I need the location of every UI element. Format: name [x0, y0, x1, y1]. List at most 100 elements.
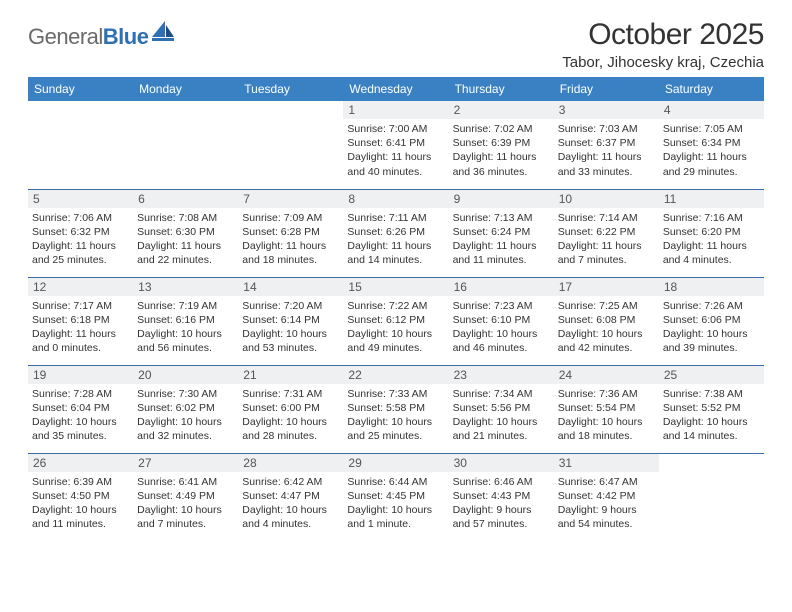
calendar-day-cell: 4 Sunrise: 7:05 AMSunset: 6:34 PMDaylight…	[659, 101, 764, 189]
calendar-day-cell: 15 Sunrise: 7:22 AMSunset: 6:12 PMDayligh…	[343, 277, 448, 365]
calendar-day-cell: 22Sunrise: 7:33 AMSunset: 5:58 PMDayligh…	[343, 365, 448, 453]
calendar-day-cell: 24 Sunrise: 7:36 AMSunset: 5:54 PMDayligh…	[554, 365, 659, 453]
logo-text-gray: General	[28, 24, 103, 49]
day-details: Sunrise: 7:09 AMSunset: 6:28 PMDaylight:…	[242, 211, 339, 268]
day-details: Sunrise: 7:31 AMSunset: 6:00 PMDaylight:…	[242, 387, 339, 444]
calendar-day-cell: 11 Sunrise: 7:16 AMSunset: 6:20 PMDayligh…	[659, 189, 764, 277]
day-number: 23	[449, 366, 554, 384]
weekday-header: Monday	[133, 77, 238, 101]
calendar-day-cell	[28, 101, 133, 189]
day-number: 11	[659, 190, 764, 208]
calendar-week-row: 12Sunrise: 7:17 AMSunset: 6:18 PMDayligh…	[28, 277, 764, 365]
day-details: Sunrise: 7:36 AMSunset: 5:54 PMDaylight:…	[558, 387, 655, 444]
day-details: Sunrise: 7:08 AMSunset: 6:30 PMDaylight:…	[137, 211, 234, 268]
logo-sail-icon	[152, 21, 174, 46]
calendar-day-cell: 21Sunrise: 7:31 AMSunset: 6:00 PMDayligh…	[238, 365, 343, 453]
calendar-body: 1 Sunrise: 7:00 AMSunset: 6:41 PMDaylight…	[28, 101, 764, 541]
day-details: Sunrise: 7:00 AMSunset: 6:41 PMDaylight:…	[347, 122, 444, 179]
day-details: Sunrise: 7:06 AMSunset: 6:32 PMDaylight:…	[32, 211, 129, 268]
weekday-header: Saturday	[659, 77, 764, 101]
day-details: Sunrise: 7:30 AMSunset: 6:02 PMDaylight:…	[137, 387, 234, 444]
day-number: 4	[659, 101, 764, 119]
day-number: 27	[133, 454, 238, 472]
calendar-day-cell	[238, 101, 343, 189]
day-details: Sunrise: 6:42 AMSunset: 4:47 PMDaylight:…	[242, 475, 339, 532]
calendar-day-cell: 6Sunrise: 7:08 AMSunset: 6:30 PMDaylight…	[133, 189, 238, 277]
calendar-day-cell	[659, 453, 764, 541]
day-details: Sunrise: 6:41 AMSunset: 4:49 PMDaylight:…	[137, 475, 234, 532]
day-details: Sunrise: 7:05 AMSunset: 6:34 PMDaylight:…	[663, 122, 760, 179]
calendar-day-cell	[133, 101, 238, 189]
day-number: 24	[554, 366, 659, 384]
calendar-day-cell: 7 Sunrise: 7:09 AMSunset: 6:28 PMDaylight…	[238, 189, 343, 277]
calendar-day-cell: 29 Sunrise: 6:44 AMSunset: 4:45 PMDayligh…	[343, 453, 448, 541]
calendar-day-cell: 1 Sunrise: 7:00 AMSunset: 6:41 PMDaylight…	[343, 101, 448, 189]
day-number: 26	[28, 454, 133, 472]
day-details: Sunrise: 7:03 AMSunset: 6:37 PMDaylight:…	[558, 122, 655, 179]
day-details: Sunrise: 7:25 AMSunset: 6:08 PMDaylight:…	[558, 299, 655, 356]
calendar-week-row: 26Sunrise: 6:39 AMSunset: 4:50 PMDayligh…	[28, 453, 764, 541]
day-number: 13	[133, 278, 238, 296]
calendar-table: SundayMondayTuesdayWednesdayThursdayFrid…	[28, 77, 764, 541]
calendar-day-cell: 17 Sunrise: 7:25 AMSunset: 6:08 PMDayligh…	[554, 277, 659, 365]
calendar-day-cell: 23 Sunrise: 7:34 AMSunset: 5:56 PMDayligh…	[449, 365, 554, 453]
location-text: Tabor, Jihocesky kraj, Czechia	[562, 54, 764, 71]
weekday-header-row: SundayMondayTuesdayWednesdayThursdayFrid…	[28, 77, 764, 101]
day-details: Sunrise: 7:16 AMSunset: 6:20 PMDaylight:…	[663, 211, 760, 268]
calendar-day-cell: 28 Sunrise: 6:42 AMSunset: 4:47 PMDayligh…	[238, 453, 343, 541]
day-details: Sunrise: 7:02 AMSunset: 6:39 PMDaylight:…	[453, 122, 550, 179]
calendar-day-cell: 2 Sunrise: 7:02 AMSunset: 6:39 PMDaylight…	[449, 101, 554, 189]
logo-text-blue: Blue	[103, 24, 149, 49]
calendar-day-cell: 9Sunrise: 7:13 AMSunset: 6:24 PMDaylight…	[449, 189, 554, 277]
calendar-day-cell: 12Sunrise: 7:17 AMSunset: 6:18 PMDayligh…	[28, 277, 133, 365]
calendar-day-cell: 27 Sunrise: 6:41 AMSunset: 4:49 PMDayligh…	[133, 453, 238, 541]
logo: GeneralBlue	[28, 18, 174, 50]
calendar-day-cell: 8Sunrise: 7:11 AMSunset: 6:26 PMDaylight…	[343, 189, 448, 277]
calendar-day-cell: 16 Sunrise: 7:23 AMSunset: 6:10 PMDayligh…	[449, 277, 554, 365]
calendar-day-cell: 13 Sunrise: 7:19 AMSunset: 6:16 PMDayligh…	[133, 277, 238, 365]
day-details: Sunrise: 6:46 AMSunset: 4:43 PMDaylight:…	[453, 475, 550, 532]
calendar-day-cell: 14 Sunrise: 7:20 AMSunset: 6:14 PMDayligh…	[238, 277, 343, 365]
calendar-day-cell: 31 Sunrise: 6:47 AMSunset: 4:42 PMDayligh…	[554, 453, 659, 541]
calendar-day-cell: 19 Sunrise: 7:28 AMSunset: 6:04 PMDayligh…	[28, 365, 133, 453]
day-number: 14	[238, 278, 343, 296]
logo-text: GeneralBlue	[28, 24, 148, 50]
day-number: 16	[449, 278, 554, 296]
day-number: 20	[133, 366, 238, 384]
calendar-day-cell: 25 Sunrise: 7:38 AMSunset: 5:52 PMDayligh…	[659, 365, 764, 453]
day-details: Sunrise: 6:47 AMSunset: 4:42 PMDaylight:…	[558, 475, 655, 532]
day-details: Sunrise: 7:38 AMSunset: 5:52 PMDaylight:…	[663, 387, 760, 444]
day-number: 15	[343, 278, 448, 296]
calendar-day-cell: 26Sunrise: 6:39 AMSunset: 4:50 PMDayligh…	[28, 453, 133, 541]
day-details: Sunrise: 7:11 AMSunset: 6:26 PMDaylight:…	[347, 211, 444, 268]
day-details: Sunrise: 7:34 AMSunset: 5:56 PMDaylight:…	[453, 387, 550, 444]
day-number: 7	[238, 190, 343, 208]
day-number: 28	[238, 454, 343, 472]
day-number: 25	[659, 366, 764, 384]
calendar-day-cell: 20 Sunrise: 7:30 AMSunset: 6:02 PMDayligh…	[133, 365, 238, 453]
day-number: 10	[554, 190, 659, 208]
day-details: Sunrise: 7:19 AMSunset: 6:16 PMDaylight:…	[137, 299, 234, 356]
day-number: 12	[28, 278, 133, 296]
calendar-day-cell: 30Sunrise: 6:46 AMSunset: 4:43 PMDayligh…	[449, 453, 554, 541]
calendar-day-cell: 3 Sunrise: 7:03 AMSunset: 6:37 PMDaylight…	[554, 101, 659, 189]
month-title: October 2025	[562, 18, 764, 52]
calendar-day-cell: 18Sunrise: 7:26 AMSunset: 6:06 PMDayligh…	[659, 277, 764, 365]
day-number: 19	[28, 366, 133, 384]
day-details: Sunrise: 6:44 AMSunset: 4:45 PMDaylight:…	[347, 475, 444, 532]
calendar-day-cell: 5Sunrise: 7:06 AMSunset: 6:32 PMDaylight…	[28, 189, 133, 277]
day-details: Sunrise: 7:20 AMSunset: 6:14 PMDaylight:…	[242, 299, 339, 356]
weekday-header: Wednesday	[343, 77, 448, 101]
day-details: Sunrise: 7:23 AMSunset: 6:10 PMDaylight:…	[453, 299, 550, 356]
day-number: 17	[554, 278, 659, 296]
day-number: 3	[554, 101, 659, 119]
day-number: 29	[343, 454, 448, 472]
day-details: Sunrise: 7:22 AMSunset: 6:12 PMDaylight:…	[347, 299, 444, 356]
day-number: 22	[343, 366, 448, 384]
day-number: 1	[343, 101, 448, 119]
day-number: 31	[554, 454, 659, 472]
calendar-day-cell: 10Sunrise: 7:14 AMSunset: 6:22 PMDayligh…	[554, 189, 659, 277]
day-number: 2	[449, 101, 554, 119]
weekday-header: Friday	[554, 77, 659, 101]
day-details: Sunrise: 7:28 AMSunset: 6:04 PMDaylight:…	[32, 387, 129, 444]
